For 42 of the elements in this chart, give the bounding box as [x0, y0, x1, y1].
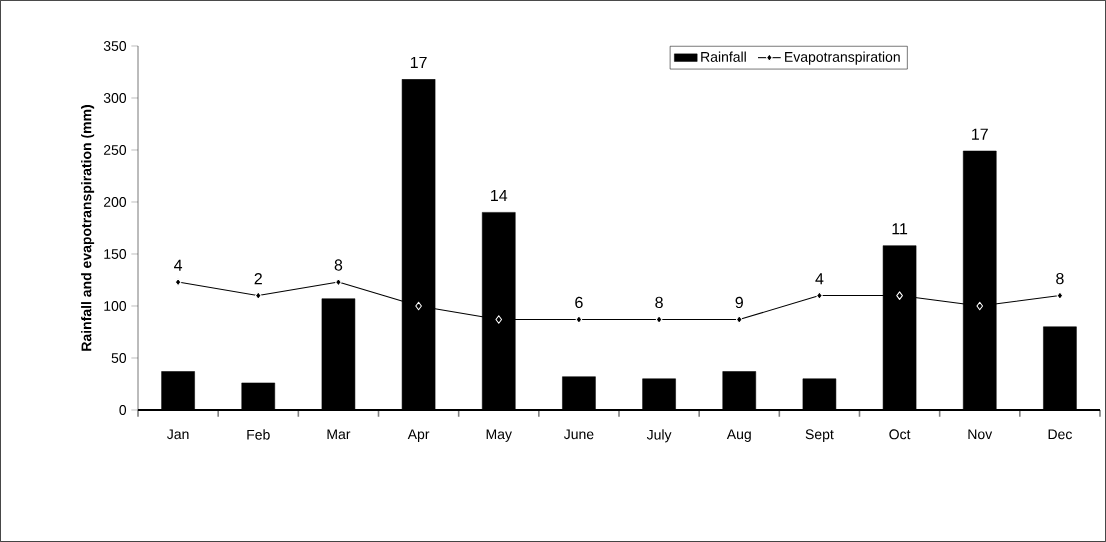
annotation: 9 [735, 296, 743, 309]
point [174, 277, 182, 287]
x-tick-label: Apr [407, 429, 430, 442]
point [896, 291, 903, 300]
annotation: 8 [655, 296, 663, 309]
annotation: 17 [410, 56, 427, 68]
legend-label: Rainfall [701, 51, 746, 62]
x-tick-label: July [646, 429, 672, 443]
x-tick-label: Jan [167, 429, 189, 440]
point [495, 315, 503, 324]
annotation: 11 [892, 223, 908, 235]
x-tick-label: June [563, 429, 594, 440]
y-tick-label: 250 [103, 145, 127, 155]
x-tick-label: Oct [889, 429, 911, 440]
y-tick-label: 300 [103, 93, 127, 103]
point [655, 315, 663, 324]
point [735, 315, 743, 324]
annotation: 8 [334, 259, 343, 271]
y-tick-label: 0 [119, 405, 127, 415]
y-axis-title: Rainfall and evapotranspiration (mm) [81, 105, 95, 351]
legend-label: Evapotranspiration [785, 51, 900, 65]
x-tick-label: Nov [968, 429, 993, 440]
x-tick-label: Mar [327, 429, 351, 440]
x-tick-label: Dec [1048, 429, 1072, 440]
y-tick-label: 150 [104, 249, 127, 259]
annotation: 6 [575, 296, 583, 309]
point [976, 301, 984, 311]
y-tick-label: 200 [103, 197, 127, 207]
y-tick-label: 50 [111, 353, 127, 363]
x-tick-label: Feb [247, 429, 270, 440]
annotation: 14 [491, 190, 508, 202]
annotation: 2 [254, 273, 262, 285]
point [415, 301, 422, 311]
x-tick-label: Aug [726, 429, 751, 442]
annotation: 4 [815, 273, 824, 285]
x-tick-label: Sept [805, 429, 834, 443]
annotation: 4 [174, 259, 183, 271]
y-tick-label: 100 [104, 301, 127, 311]
annotation: 8 [1056, 272, 1064, 285]
annotation: 17 [972, 128, 988, 140]
y-tick-label: 350 [103, 41, 127, 51]
x-tick-label: May [486, 429, 512, 442]
